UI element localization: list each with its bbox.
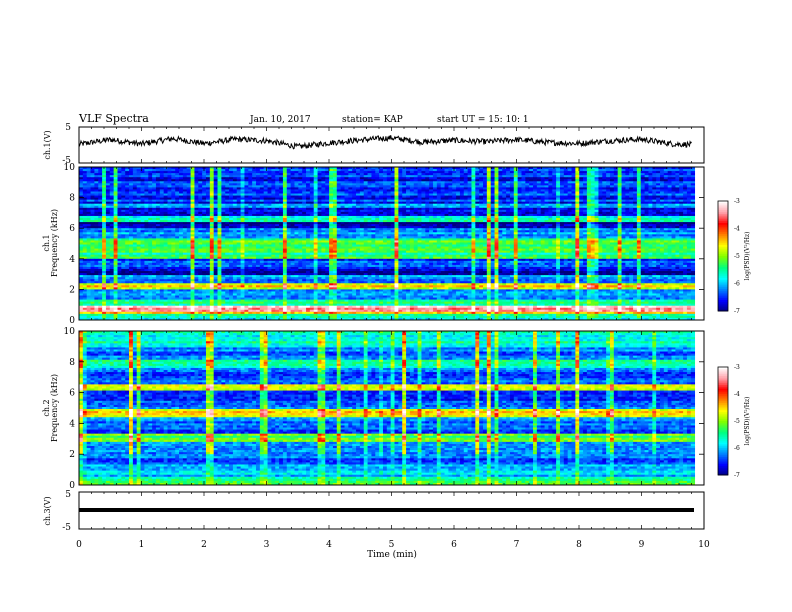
station-label: station= KAP [342,115,403,125]
ch1-ytick-top: 5 [65,123,71,133]
start-time-label: start UT = 15: 10: 1 [437,115,529,125]
ch1-waveform-panel: 5 -5 ch.1(V) [43,123,704,166]
date-label: Jan. 10, 2017 [249,115,311,125]
ch1-waveform-frame [79,127,704,163]
ch1-waveform-ylabel: ch.1(V) [43,130,52,159]
vlf-spectra-figure: VLF Spectra Jan. 10, 2017 station= KAP s… [0,0,792,612]
figure-title: VLF Spectra [78,112,149,125]
ch1-spectrogram-image [79,167,704,320]
